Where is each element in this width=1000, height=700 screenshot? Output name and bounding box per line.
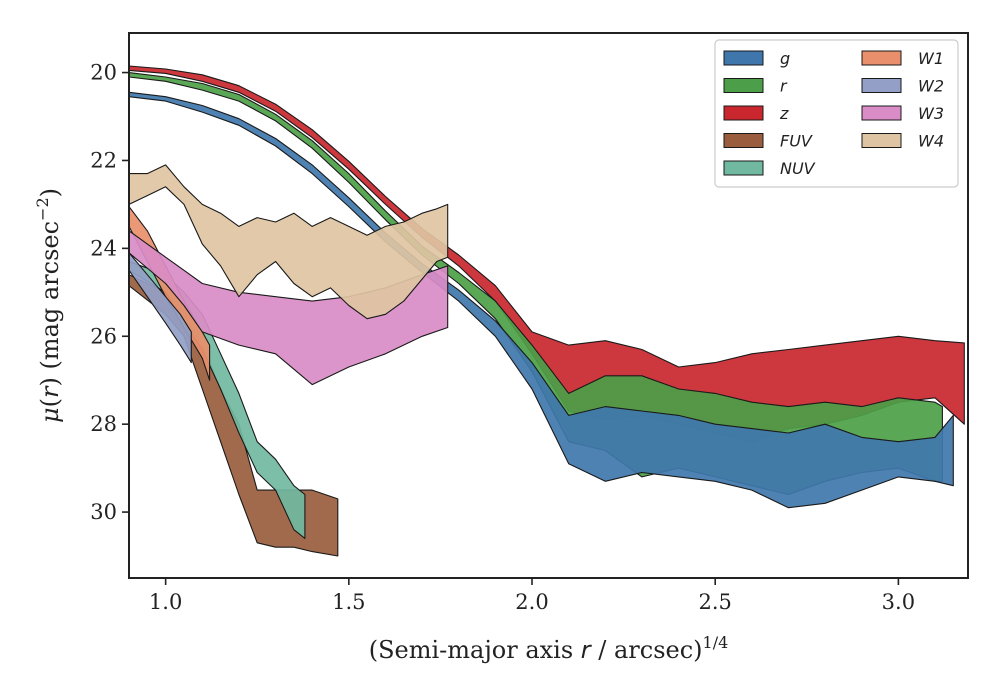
legend-label-w1: W1	[918, 49, 944, 68]
legend-swatch-z	[723, 105, 764, 121]
legend-label-z: z	[779, 104, 789, 123]
y-tick-label: 30	[90, 500, 117, 524]
legend-swatch-w2	[861, 78, 902, 93]
legend-label-r: r	[780, 77, 788, 96]
y-tick-label: 20	[90, 61, 117, 85]
y-tick-label: 24	[90, 236, 117, 260]
legend: grz FUV NUV W1 W2 W3 W4	[714, 39, 959, 188]
legend-swatch-w4	[861, 133, 902, 148]
legend-swatch-r	[723, 78, 764, 93]
legend-swatch-w3	[861, 105, 902, 121]
legend-label-fuv: FUV	[780, 132, 813, 151]
band-w2	[129, 252, 192, 364]
legend-box	[714, 39, 959, 188]
plot-frame	[128, 32, 969, 579]
bands-layer	[129, 65, 965, 557]
legend-swatch-w1	[861, 50, 902, 66]
legend-swatch-nuv	[723, 160, 764, 176]
x-tick-label: 2.0	[515, 590, 548, 614]
x-tick-label: 2.5	[698, 590, 731, 614]
x-tick-label: 1.5	[332, 590, 365, 614]
legend-label-w4: W4	[918, 132, 944, 151]
legend-label-nuv: NUV	[780, 159, 816, 178]
x-tick-label: 1.0	[149, 590, 182, 614]
band-w4	[129, 164, 449, 320]
legend-label-g: g	[780, 49, 790, 68]
x-tick-label: 3.0	[882, 590, 915, 614]
y-axis: 20 22 24 26 28 30	[90, 61, 129, 524]
y-tick-label: 26	[90, 324, 117, 348]
x-axis-label: (Semi-major axis r / arcsec)1/4	[369, 633, 729, 664]
legend-swatch-fuv	[723, 133, 764, 148]
y-tick-label: 28	[90, 412, 117, 436]
y-axis-label: μ(r) (mag arcsec−2)	[33, 188, 64, 423]
x-axis: 1.0 1.5 2.0 2.5 3.0	[149, 578, 915, 614]
legend-label-w2: W2	[918, 77, 944, 96]
legend-label-w3: W3	[918, 104, 944, 123]
y-tick-label: 22	[90, 148, 117, 172]
legend-swatch-g	[723, 50, 764, 66]
band-w3	[129, 230, 449, 386]
